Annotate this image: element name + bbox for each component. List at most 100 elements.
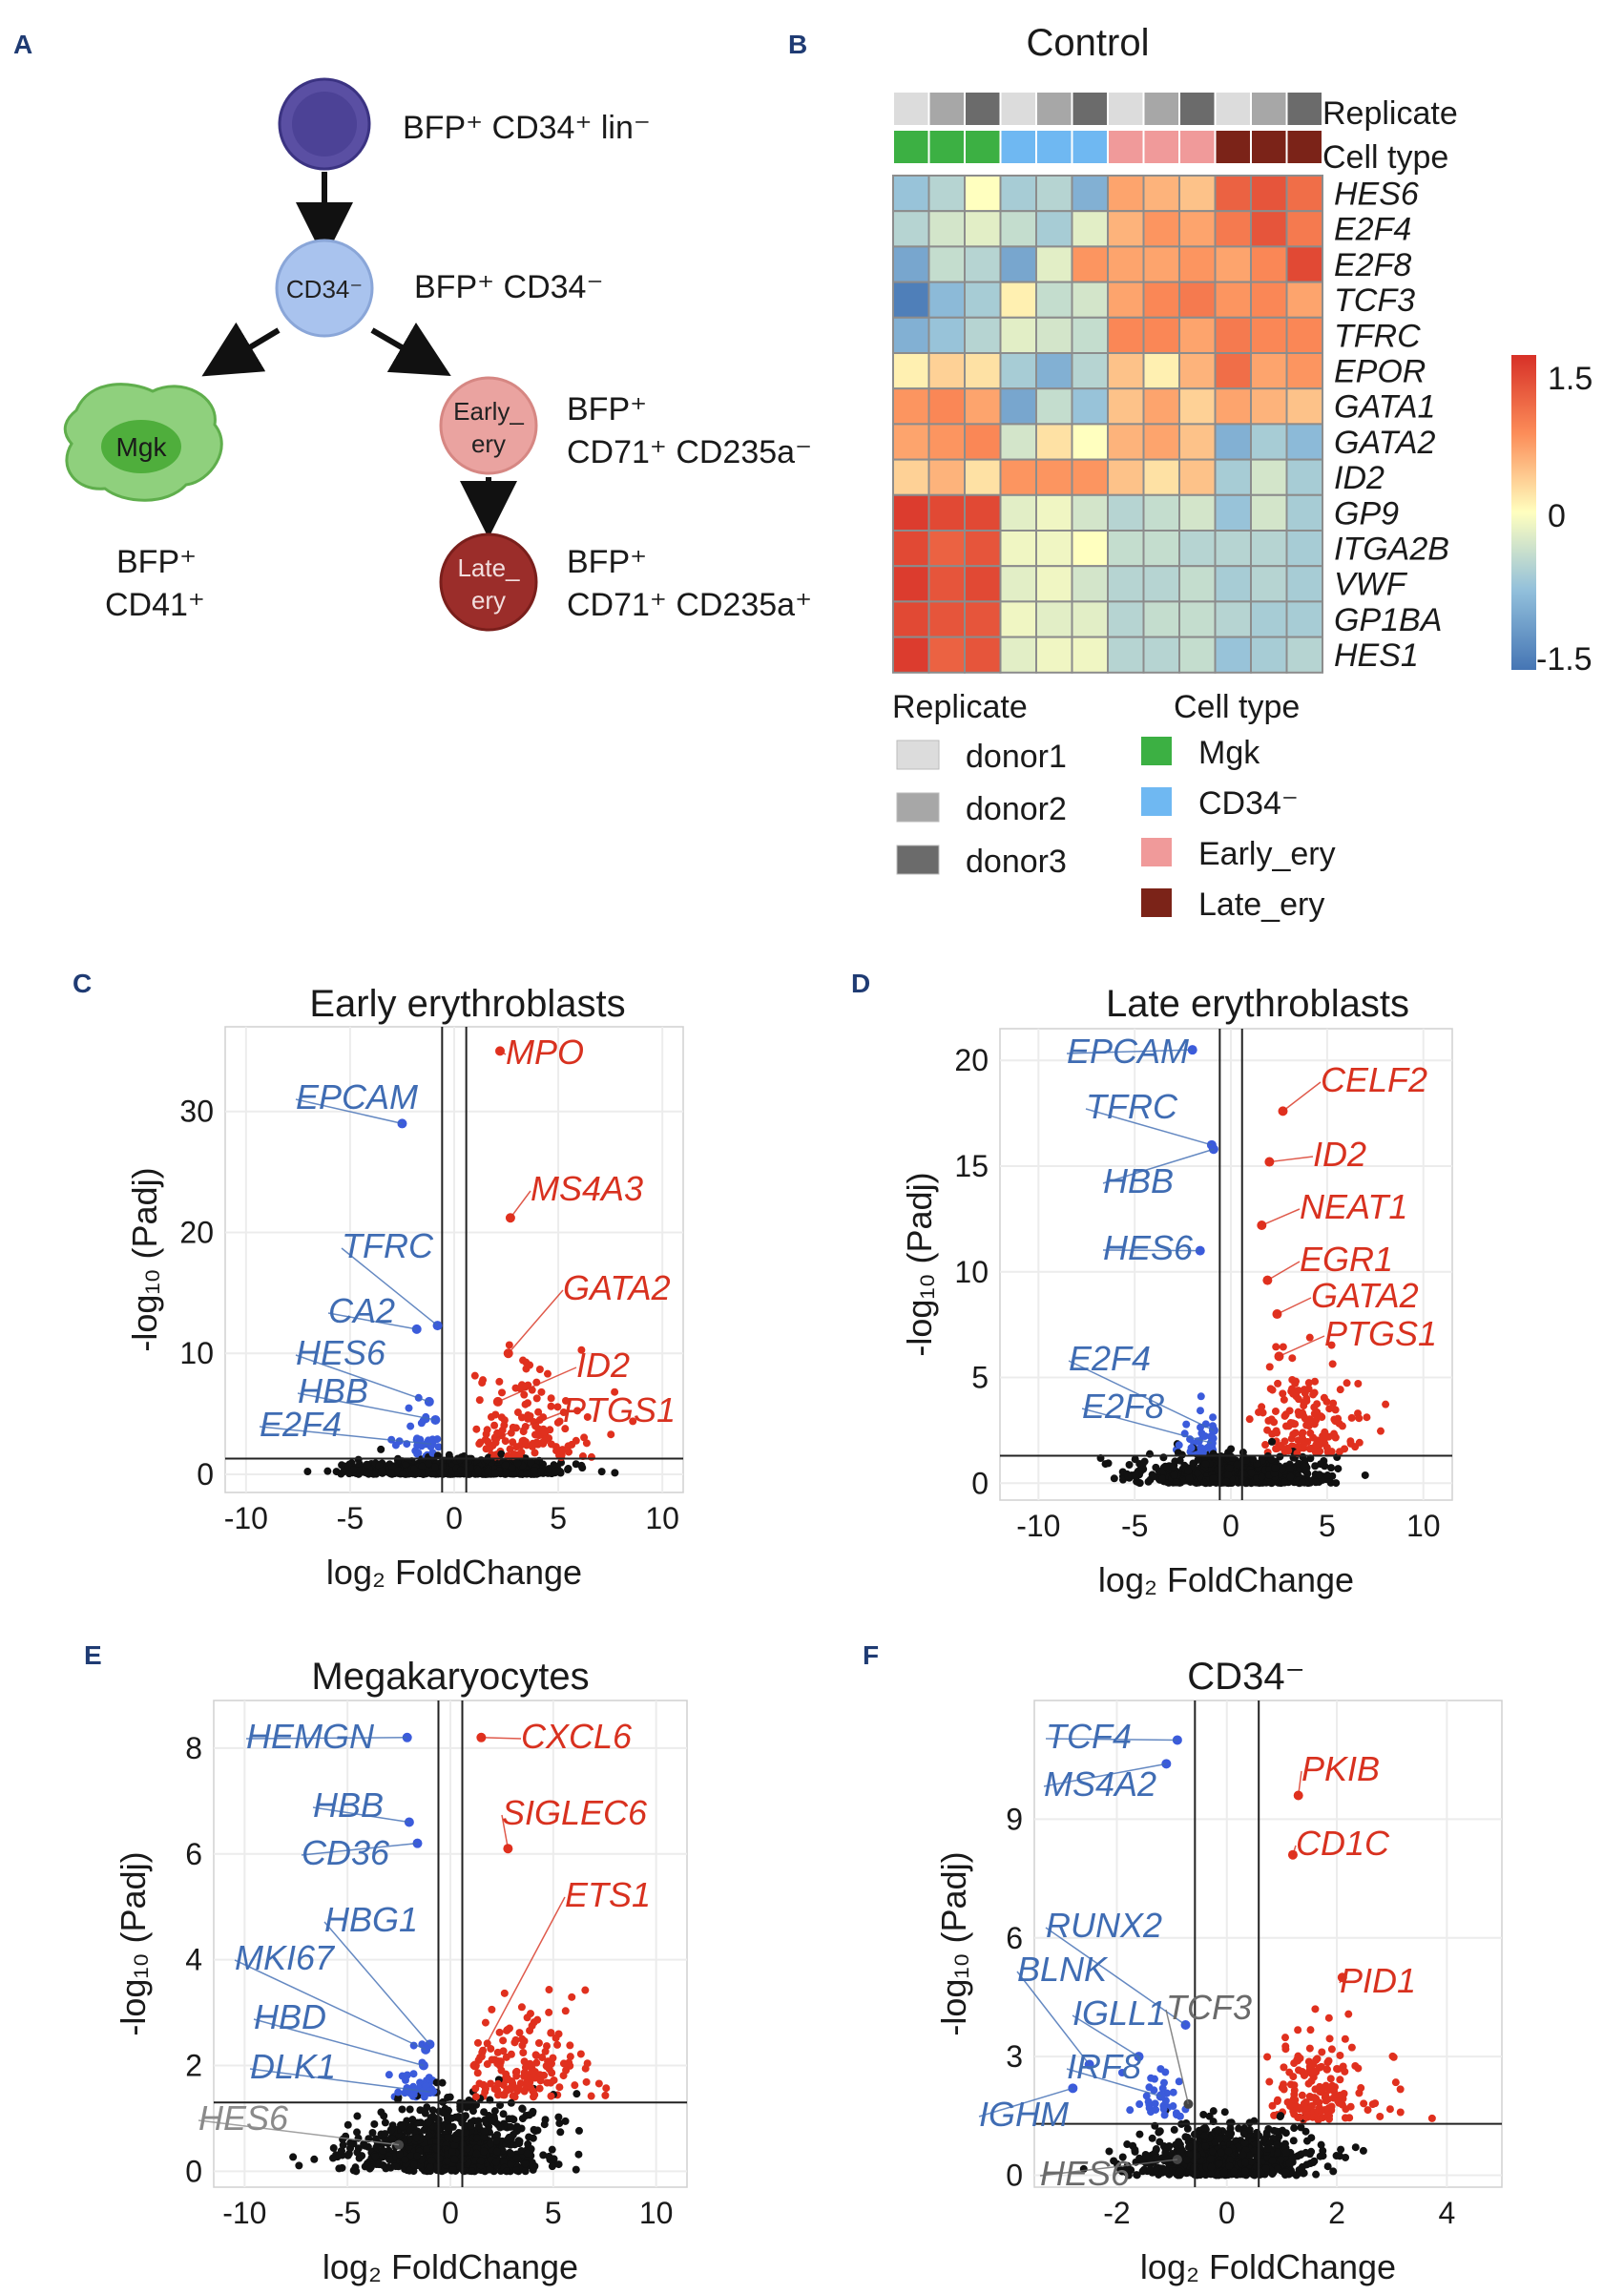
early-inner-label-2: ery — [471, 429, 506, 458]
data-point — [398, 2105, 406, 2114]
heatmap-gene-label: E2F8 — [1334, 247, 1411, 283]
data-point — [1291, 1429, 1300, 1437]
data-point — [399, 1470, 407, 1478]
heatmap-cell — [927, 493, 966, 532]
heatmap-cell — [1107, 423, 1145, 461]
data-point — [1174, 1449, 1182, 1457]
heatmap-cell — [1035, 175, 1073, 213]
data-point — [572, 2165, 580, 2174]
data-point — [1300, 2099, 1308, 2108]
gene-label: HES6 — [198, 2098, 289, 2138]
heatmap-cell — [999, 600, 1037, 638]
label-leader-line — [1066, 1049, 1193, 1054]
heatmap-cell — [1071, 423, 1109, 461]
data-point — [507, 2149, 515, 2158]
data-point — [1324, 2013, 1333, 2022]
data-point — [1241, 1456, 1250, 1465]
heatmap-cell — [892, 458, 930, 496]
data-point — [406, 2166, 414, 2175]
heatmap-cell — [1107, 458, 1145, 496]
data-point — [448, 2165, 457, 2174]
data-point — [1152, 2105, 1160, 2114]
data-point — [1328, 1360, 1337, 1368]
data-point — [467, 2121, 475, 2130]
data-point — [1258, 1472, 1266, 1481]
gene-label: TCF3 — [1166, 1988, 1252, 2027]
heatmap-cell — [1214, 175, 1252, 213]
heatmap-cell — [1285, 352, 1323, 390]
data-point — [507, 2160, 515, 2169]
gene-label: ID2 — [1313, 1135, 1366, 1174]
data-point — [526, 1412, 534, 1421]
data-point — [1278, 1466, 1286, 1474]
data-point — [480, 2127, 489, 2136]
label-leader-line — [1277, 1297, 1312, 1315]
legend-celltype-label: Late_ery — [1198, 887, 1324, 923]
data-point — [1274, 2164, 1282, 2173]
heatmap-cell — [1178, 281, 1217, 319]
data-point — [521, 1400, 530, 1408]
data-point — [1172, 2109, 1180, 2118]
data-point — [1120, 2166, 1129, 2175]
label-leader-line — [249, 2068, 430, 2093]
data-point — [1346, 2102, 1355, 2111]
data-point — [492, 2137, 501, 2145]
data-point — [1224, 1471, 1233, 1479]
heatmap-cell — [927, 458, 966, 496]
data-point — [1310, 2067, 1319, 2076]
data-point — [555, 2119, 564, 2128]
data-point — [473, 2038, 482, 2047]
data-point — [1317, 2140, 1325, 2149]
x-tick-label: -10 — [224, 1501, 268, 1535]
heatmap-cell — [1214, 352, 1252, 390]
label-leader-line — [1045, 1738, 1177, 1742]
data-point — [337, 2146, 345, 2155]
label-leader-line — [1045, 1927, 1186, 2026]
data-point — [430, 1463, 439, 1471]
data-point — [552, 1467, 561, 1475]
heatmap-cell — [964, 530, 1002, 568]
data-point — [582, 2077, 591, 2086]
heatmap-celltype-row-label: Cell type — [1322, 139, 1448, 176]
data-point — [1234, 2142, 1242, 2151]
data-point — [1327, 1341, 1336, 1349]
heatmap-cell — [1142, 458, 1180, 496]
data-point — [1305, 1333, 1314, 1342]
data-point — [353, 2112, 362, 2120]
data-point — [502, 2167, 510, 2176]
heatmap-cell — [1107, 210, 1145, 248]
heatmap-cell — [1250, 530, 1288, 568]
data-point — [1290, 2124, 1299, 2133]
heatmap-cell — [1285, 530, 1323, 568]
label-leader-line — [495, 1411, 564, 1439]
data-point — [1322, 2065, 1331, 2074]
data-point — [506, 1445, 514, 1453]
label-leader-line — [327, 1312, 417, 1330]
data-point — [1182, 1420, 1191, 1429]
heatmap-cell — [1071, 175, 1109, 213]
label-leader-line — [508, 1289, 564, 1354]
data-point — [1226, 2156, 1235, 2164]
heatmap-gene-label: VWF — [1334, 567, 1408, 603]
data-point — [1330, 2087, 1339, 2096]
data-point — [545, 2008, 553, 2016]
data-point — [472, 1425, 481, 1433]
data-point — [512, 2072, 521, 2080]
label-leader-line — [259, 1426, 432, 1446]
data-point — [1152, 2145, 1160, 2154]
heatmap-cell — [1214, 493, 1252, 532]
data-point — [1124, 2171, 1133, 2180]
data-point — [1220, 2108, 1229, 2117]
data-point — [1135, 2100, 1144, 2109]
heatmap-cell — [1142, 636, 1180, 674]
y-tick-label: 0 — [197, 1457, 214, 1492]
heatmap-cell — [892, 316, 930, 354]
data-point — [1251, 2140, 1260, 2149]
volcano-cd34neg: PKIBCD1CPID1TCF4MS4A2RUNX2BLNKIGLL1IRF8I… — [934, 1656, 1503, 2286]
heatmap-cell — [1178, 245, 1217, 283]
data-point — [526, 2059, 534, 2068]
heatmap-cell — [964, 423, 1002, 461]
data-point — [1351, 2143, 1360, 2152]
gene-label: IGHM — [979, 2095, 1069, 2134]
data-point — [425, 2118, 433, 2127]
